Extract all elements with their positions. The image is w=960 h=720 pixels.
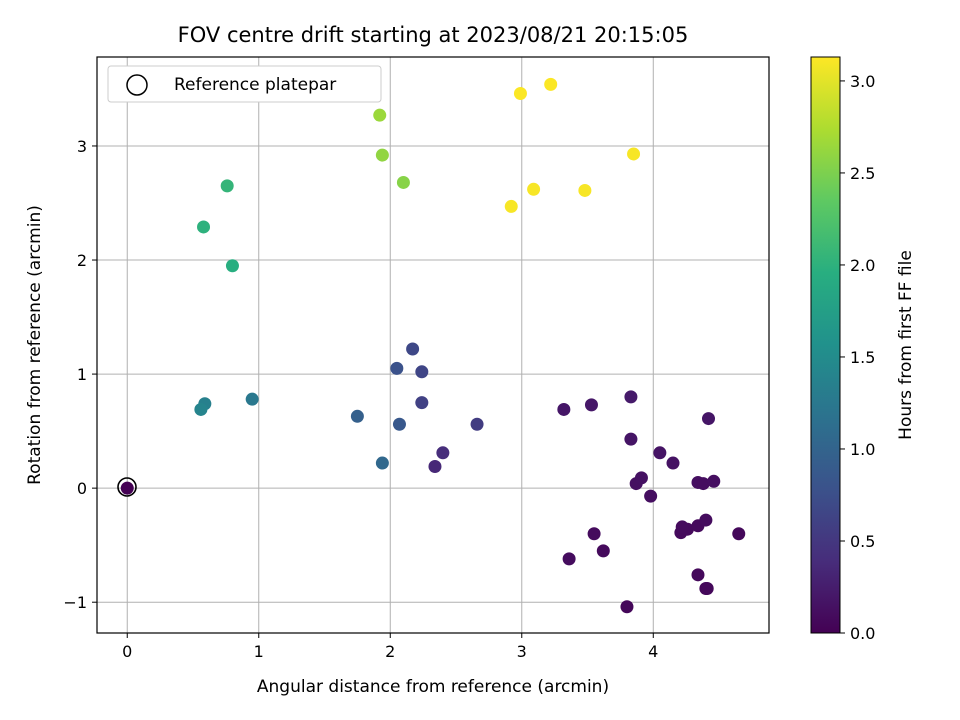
colorbar-tick-label: 2.5 [850,164,875,183]
data-point [587,527,601,541]
y-axis-ticks: −1 0 1 2 3 [63,137,97,612]
data-point [436,446,450,460]
x-tick-label: 4 [648,642,658,661]
legend-entry: Reference platepar [174,75,336,95]
colorbar-tick-label: 2.0 [850,256,875,275]
x-tick-label: 3 [517,642,527,661]
data-point [707,474,721,488]
data-point [527,182,541,196]
data-point [245,392,259,406]
colorbar-label: Hours from first FF file [896,250,916,440]
data-point [699,513,713,527]
data-point [653,446,667,460]
data-point [350,409,364,423]
y-tick-label: 0 [77,479,87,498]
data-point [624,432,638,446]
grid-lines [97,57,769,633]
data-point [373,108,387,122]
data-point [415,365,429,379]
data-point [666,456,680,470]
colorbar-tick-label: 1.0 [850,440,875,459]
y-tick-label: 3 [77,137,87,156]
data-point [415,396,429,410]
data-point [624,390,638,404]
data-point [197,220,211,234]
data-point [627,147,641,161]
y-tick-label: 2 [77,251,87,270]
colorbar [810,56,841,634]
reference-marker [117,477,137,497]
colorbar-tick-label: 0.0 [850,624,875,643]
colorbar-tick-label: 3.0 [850,72,875,91]
data-point [396,175,410,189]
colorbar-tick-label: 1.5 [850,348,875,367]
data-point [700,582,714,596]
data-point [620,600,634,614]
data-point [596,544,610,558]
plot-frame [96,56,770,634]
y-axis-label: Rotation from reference (arcmin) [25,205,45,485]
data-point [691,568,705,582]
data-point [406,342,420,356]
data-point [428,459,442,473]
chart-title: FOV centre drift starting at 2023/08/21 … [178,23,689,47]
data-point [225,259,239,273]
data-point [675,520,689,534]
data-points [120,77,746,614]
data-point [544,77,558,91]
colorbar-ticks: 0.0 0.5 1.0 1.5 2.0 2.5 3.0 [840,72,875,643]
data-point [557,402,571,416]
data-point [696,477,710,491]
data-point [504,199,518,213]
x-tick-label: 0 [122,642,132,661]
y-tick-label: 1 [77,365,87,384]
data-point [470,417,484,431]
colorbar-tick-label: 0.5 [850,532,875,551]
data-point [578,183,592,197]
data-point [644,489,658,503]
data-point [120,481,134,495]
data-point [220,179,234,193]
x-axis-ticks: 0 1 2 3 4 [122,633,658,661]
data-point [513,86,527,100]
legend-marker [126,74,148,96]
data-point [732,527,746,541]
data-point [634,471,648,485]
data-point [584,398,598,412]
legend: Reference platepar [107,65,382,103]
x-tick-label: 2 [385,642,395,661]
data-point [702,412,716,426]
data-point [375,148,389,162]
data-point [562,552,576,566]
data-point [194,402,208,416]
data-point [375,456,389,470]
y-tick-label: −1 [63,593,87,612]
x-tick-label: 1 [254,642,264,661]
data-point [392,417,406,431]
data-point [390,361,404,375]
x-axis-label: Angular distance from reference (arcmin) [257,677,609,697]
legend-box [107,65,382,103]
